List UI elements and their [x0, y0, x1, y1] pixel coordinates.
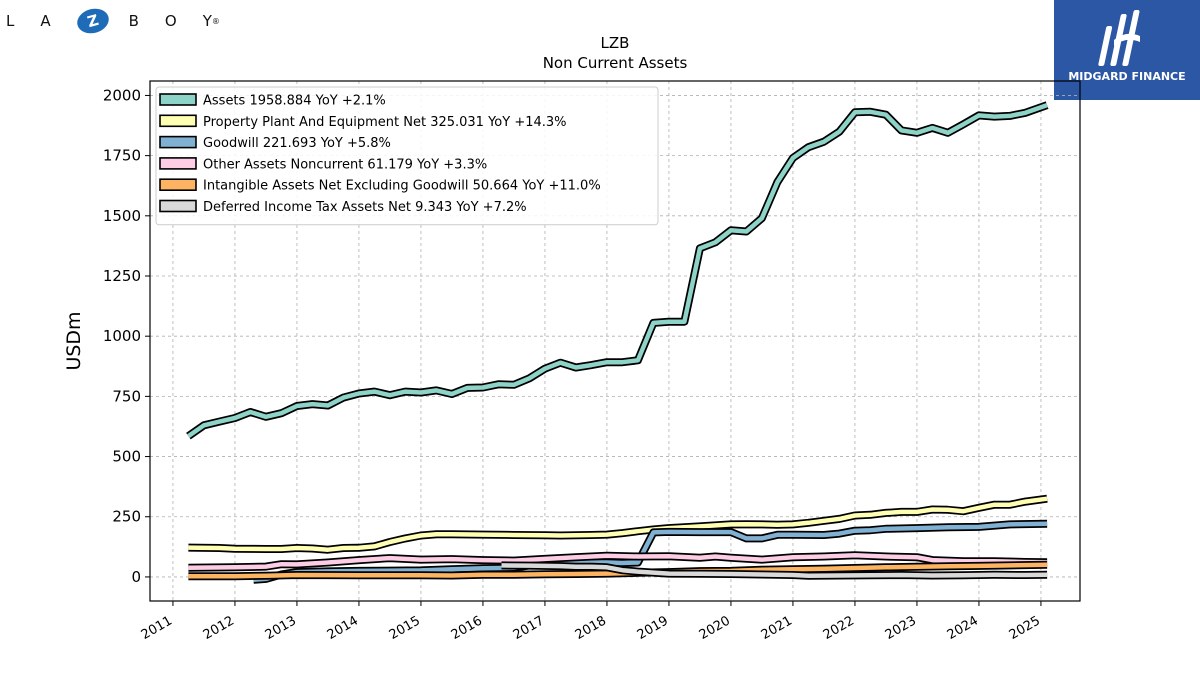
legend-label: Goodwill 221.693 YoY +5.8%: [203, 136, 391, 151]
x-tick-label: 2014: [325, 613, 361, 643]
y-tick-label: 250: [112, 508, 141, 526]
x-tick-label: 2020: [697, 613, 733, 643]
legend-swatch: [159, 199, 197, 213]
x-tick-label: 2024: [945, 613, 981, 643]
chart-subtitle: Non Current Assets: [543, 54, 688, 72]
x-axis: 2011 2012 2013 2014 2015 2016 2017 2018 2019 2020…: [139, 601, 1043, 643]
series-path: [187, 102, 1048, 438]
legend-label: Deferred Income Tax Assets Net 9.343 YoY…: [203, 200, 527, 215]
series-path: [501, 563, 1048, 578]
series-path: [253, 521, 1048, 583]
y-tick-label: 2000: [103, 86, 141, 104]
series-path: [188, 553, 1048, 571]
midgard-emblem-icon: [1098, 10, 1140, 66]
y-axis: 0 250 500 750 1000 1250 1500 1750 2000: [103, 86, 150, 586]
y-tick-label: 500: [112, 448, 141, 466]
x-tick-label: 2016: [449, 613, 485, 643]
legend-label: Other Assets Noncurrent 61.179 YoY +3.3%: [203, 157, 487, 172]
legend-box: [155, 86, 659, 226]
logo-letter: O: [164, 12, 177, 30]
legend-label: Assets 1958.884 YoY +2.1%: [203, 94, 386, 109]
legend-item: Other Assets Noncurrent 61.179 YoY +3.3%: [159, 157, 487, 172]
x-tick-label: 2021: [759, 613, 795, 643]
legend-label: Intangible Assets Net Excluding Goodwill…: [203, 179, 601, 194]
x-tick-label: 2013: [263, 613, 299, 643]
y-tick-label: 1500: [103, 207, 141, 225]
legend-swatch: [159, 157, 197, 170]
series-line-2: [253, 519, 1048, 584]
legend-swatch: [159, 114, 197, 128]
plot-frame: [149, 80, 1081, 602]
legend-label: Property Plant And Equipment Net 325.031…: [203, 115, 567, 130]
logo-letter: Y: [202, 12, 212, 30]
la-z-boy-logo: L A Z B O Y ®: [6, 5, 220, 37]
legend-item: Deferred Income Tax Assets Net 9.343 YoY…: [159, 199, 527, 215]
series-line-3: [188, 551, 1048, 572]
legend-swatch: [159, 93, 197, 106]
y-tick-label: 750: [112, 387, 141, 405]
y-axis-label: USDm: [63, 311, 85, 370]
logo-letter: L: [6, 12, 15, 30]
series-line-0: [186, 101, 1049, 440]
x-tick-label: 2017: [511, 613, 547, 643]
x-tick-label: 2011: [139, 613, 175, 643]
legend-item: Goodwill 221.693 YoY +5.8%: [159, 135, 391, 151]
chart-title: LZB: [601, 34, 630, 52]
midgard-logo-text: MIDGARD FINANCE: [1068, 70, 1186, 83]
x-tick-label: 2025: [1007, 613, 1043, 643]
y-tick-label: 1750: [103, 147, 141, 165]
y-tick-label: 1000: [103, 327, 141, 345]
legend-item: Property Plant And Equipment Net 325.031…: [159, 114, 567, 130]
series-line-1: [188, 494, 1048, 554]
x-tick-label: 2019: [635, 613, 671, 643]
legend-item: Intangible Assets Net Excluding Goodwill…: [159, 178, 601, 194]
y-tick-label: 0: [131, 568, 141, 586]
x-tick-label: 2012: [201, 613, 237, 643]
x-tick-label: 2018: [573, 613, 609, 643]
x-tick-label: 2023: [883, 613, 919, 643]
y-tick-label: 1250: [103, 267, 141, 285]
trademark-symbol: ®: [211, 16, 220, 26]
x-tick-label: 2015: [387, 613, 423, 643]
x-tick-label: 2022: [821, 613, 857, 643]
legend-item: Assets 1958.884 YoY +2.1%: [159, 93, 386, 109]
series-lines: [186, 101, 1049, 584]
series-path: [188, 496, 1048, 552]
logo-letter: A: [40, 12, 51, 30]
legend: Assets 1958.884 YoY +2.1% Property Plant …: [155, 86, 659, 226]
series-line-5: [501, 561, 1048, 580]
midgard-finance-logo: MIDGARD FINANCE: [1054, 0, 1200, 100]
logo-letter: B: [128, 12, 139, 30]
legend-swatch: [159, 178, 197, 191]
legend-swatch: [159, 135, 197, 149]
